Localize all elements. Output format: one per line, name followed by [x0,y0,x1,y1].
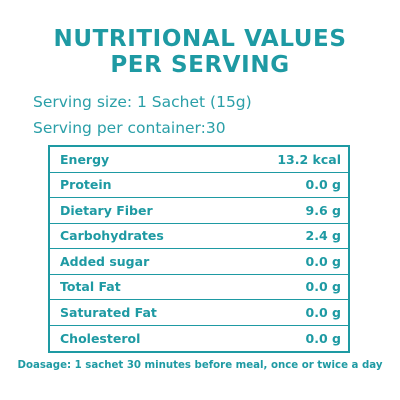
nutrient-label: Saturated Fat [60,304,157,320]
page-title-line-2: PER SERVING [110,52,290,78]
nutrient-label: Protein [60,177,112,193]
nutrient-value: 0.0 g [305,304,341,320]
table-row: Energy 13.2 kcal [50,147,348,173]
table-row: Total Fat 0.0 g [50,275,348,300]
nutrient-value: 2.4 g [305,228,341,244]
nutrition-table: Energy 13.2 kcal Protein 0.0 g Dietary F… [48,145,350,353]
nutrient-value: 13.2 kcal [277,151,341,167]
serving-per-container-text: Serving per container:30 [33,119,226,137]
nutrient-label: Cholesterol [60,330,141,346]
serving-size-text: Serving size: 1 Sachet (15g) [33,93,252,111]
table-row: Protein 0.0 g [50,173,348,198]
table-row: Added sugar 0.0 g [50,249,348,275]
nutrient-value: 0.0 g [305,177,341,193]
nutrient-label: Total Fat [60,279,121,295]
dosage-instructions: Doasage: 1 sachet 30 minutes before meal… [17,360,383,371]
table-row: Carbohydrates 2.4 g [50,224,348,249]
nutrient-value: 0.0 g [305,330,341,346]
nutrient-label: Added sugar [60,253,150,269]
nutrient-value: 9.6 g [305,202,341,218]
nutrient-label: Carbohydrates [60,228,164,244]
table-row: Dietary Fiber 9.6 g [50,198,348,224]
nutrient-value: 0.0 g [305,279,341,295]
nutrient-label: Dietary Fiber [60,202,153,218]
nutrient-value: 0.0 g [305,253,341,269]
page-title-line-1: NUTRITIONAL VALUES [53,26,347,52]
table-row: Saturated Fat 0.0 g [50,300,348,326]
table-row: Cholesterol 0.0 g [50,326,348,352]
nutrient-label: Energy [60,151,110,167]
